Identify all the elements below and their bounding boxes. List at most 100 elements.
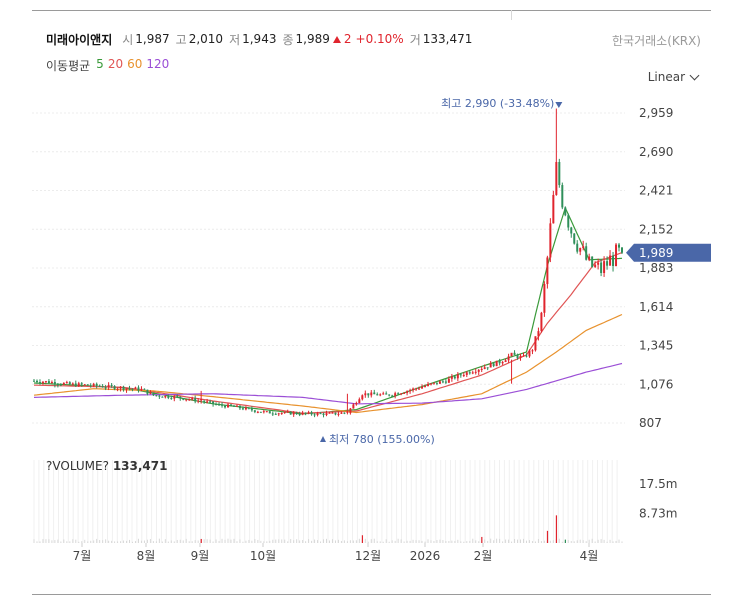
y-tick-label: 2,959 <box>639 106 673 120</box>
volume-bar <box>612 541 614 543</box>
candle-body <box>250 408 253 411</box>
candle-body <box>576 243 579 252</box>
scale-label: Linear <box>647 70 685 84</box>
volume-bar <box>272 539 274 543</box>
candle-body <box>104 387 107 389</box>
volume-bar <box>197 540 199 543</box>
volume-bar <box>421 540 423 543</box>
volume-bar <box>90 540 92 543</box>
volume-bar <box>370 539 372 543</box>
volume-bar <box>352 540 354 543</box>
candle-body <box>95 383 98 386</box>
candle-body <box>591 256 594 268</box>
volume-bar <box>140 540 142 543</box>
volume-bar <box>188 541 190 543</box>
candle-body <box>618 244 621 248</box>
volume-bar <box>323 539 325 543</box>
candle-body <box>606 261 609 266</box>
volume-bar <box>546 530 549 543</box>
candle-body <box>558 161 561 186</box>
candle-body <box>477 369 480 372</box>
candle-body <box>197 400 200 402</box>
candle-body <box>471 372 474 374</box>
volume-bar <box>179 539 181 543</box>
ma-5[interactable]: 5 <box>96 57 104 71</box>
volume-value: 133,471 <box>422 32 473 46</box>
volume-bar <box>499 538 501 543</box>
volume-bar <box>66 541 68 543</box>
candle-body <box>370 392 373 396</box>
ma-120[interactable]: 120 <box>146 57 170 71</box>
ma-60[interactable]: 60 <box>127 57 143 71</box>
change-percent: +0.10% <box>355 32 404 46</box>
volume-bar <box>487 540 489 543</box>
volume-bar <box>403 541 405 543</box>
volume-bar <box>182 540 184 543</box>
x-tick-label: 10월 <box>250 549 276 563</box>
candle-body <box>113 386 116 390</box>
volume-bar <box>57 539 59 543</box>
candle-body <box>173 396 176 399</box>
candle-body <box>262 411 265 413</box>
candle-body <box>510 352 513 357</box>
candle-body <box>137 387 140 391</box>
candle-body <box>143 388 146 390</box>
candle-body <box>122 386 125 390</box>
volume-bar <box>224 539 226 543</box>
candle-body <box>206 401 209 403</box>
volume-bar <box>42 539 44 543</box>
volume-bar <box>33 539 35 543</box>
candle-body <box>376 394 379 396</box>
last-price-label: 1,989 <box>639 246 673 260</box>
ma-5-line <box>33 206 623 415</box>
candle-body <box>397 393 400 395</box>
candle-body <box>549 223 552 258</box>
candle-body <box>155 395 158 397</box>
volume-bar <box>320 541 322 543</box>
candle-body <box>412 388 415 391</box>
candle-body <box>80 383 83 385</box>
candle-body <box>119 386 122 389</box>
volume-bar <box>576 540 578 543</box>
ma-20[interactable]: 20 <box>107 57 124 71</box>
chart-bottom-border <box>32 594 711 595</box>
volume-bar <box>543 540 545 543</box>
moving-average-legend: 이동평균 5 20 60 120 <box>46 57 169 74</box>
volume-bar <box>564 539 566 543</box>
candle-body <box>200 399 203 401</box>
volume-bar <box>143 540 145 543</box>
candle-body <box>77 383 80 387</box>
volume-bar <box>281 539 283 543</box>
volume-bar <box>445 541 447 543</box>
candle-body <box>388 394 391 396</box>
volume-bar <box>505 539 507 543</box>
volume-bar <box>427 539 429 543</box>
candle-body <box>462 374 465 376</box>
volume-bar <box>493 540 495 543</box>
candle-body <box>394 393 397 396</box>
volume-bar <box>400 539 402 543</box>
volume-bar <box>570 541 572 543</box>
volume-bar <box>511 541 513 543</box>
volume-bar <box>406 540 408 543</box>
candle-body <box>588 256 591 260</box>
volume-bar <box>436 540 438 543</box>
scale-dropdown[interactable]: Linear <box>647 70 700 84</box>
close-value: 1,989 <box>295 32 330 46</box>
change-value: 2 <box>343 32 352 46</box>
candle-body <box>164 395 167 398</box>
volume-bar <box>126 540 128 543</box>
volume-bar <box>358 538 360 543</box>
candle-body <box>89 385 92 387</box>
candle-body <box>600 262 603 274</box>
candle-body <box>516 354 519 358</box>
candle-body <box>170 397 173 399</box>
change: 2 +0.10% <box>332 32 404 46</box>
volume-bar <box>567 540 569 543</box>
candle-body <box>310 412 313 415</box>
candle-body <box>238 405 241 409</box>
candle-body <box>218 404 221 406</box>
volume-bar <box>540 541 542 543</box>
candle-body <box>594 264 597 268</box>
